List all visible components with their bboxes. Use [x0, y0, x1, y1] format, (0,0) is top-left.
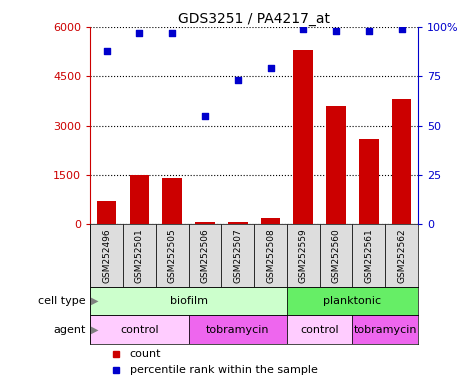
Text: tobramycin: tobramycin [353, 324, 417, 334]
Bar [90, 286, 287, 315]
Bar [97, 201, 116, 224]
Text: GSM252501: GSM252501 [135, 228, 144, 283]
Bar [294, 50, 313, 224]
Text: GSM252507: GSM252507 [233, 228, 242, 283]
Bar [221, 224, 254, 286]
Point [168, 30, 176, 36]
Text: biofilm: biofilm [170, 296, 208, 306]
Point [299, 26, 307, 32]
Text: GSM252560: GSM252560 [332, 228, 341, 283]
Bar [287, 286, 418, 315]
Bar [90, 224, 123, 286]
Text: GSM252562: GSM252562 [397, 228, 406, 283]
Bar [228, 222, 247, 224]
Text: ▶: ▶ [91, 324, 99, 334]
Bar [162, 178, 182, 224]
Bar [359, 139, 379, 224]
Text: tobramycin: tobramycin [206, 324, 269, 334]
Text: ▶: ▶ [91, 296, 99, 306]
Text: control: control [300, 324, 339, 334]
Point [136, 30, 143, 36]
Bar [123, 224, 156, 286]
Bar [156, 224, 189, 286]
Bar [326, 106, 346, 224]
Bar [189, 224, 221, 286]
Point [267, 65, 275, 71]
Bar [261, 218, 280, 224]
Text: agent: agent [53, 324, 86, 334]
Text: GSM252559: GSM252559 [299, 228, 308, 283]
Title: GDS3251 / PA4217_at: GDS3251 / PA4217_at [178, 12, 330, 26]
Bar [195, 222, 215, 224]
Bar [90, 315, 189, 344]
Text: GSM252508: GSM252508 [266, 228, 275, 283]
Text: control: control [120, 324, 159, 334]
Bar [287, 224, 320, 286]
Text: percentile rank within the sample: percentile rank within the sample [130, 365, 317, 375]
Text: cell type: cell type [38, 296, 86, 306]
Bar [189, 315, 287, 344]
Text: planktonic: planktonic [323, 296, 381, 306]
Text: GSM252561: GSM252561 [364, 228, 373, 283]
Bar [130, 175, 149, 224]
Point [234, 77, 242, 83]
Point [103, 48, 110, 54]
Bar [320, 224, 352, 286]
Text: GSM252496: GSM252496 [102, 228, 111, 283]
Point [201, 113, 209, 119]
Bar [254, 224, 287, 286]
Point [332, 28, 340, 34]
Bar [352, 224, 385, 286]
Point [365, 28, 372, 34]
Bar [352, 315, 418, 344]
Text: GSM252506: GSM252506 [200, 228, 209, 283]
Bar [392, 99, 411, 224]
Bar [287, 315, 352, 344]
Text: GSM252505: GSM252505 [168, 228, 177, 283]
Point [398, 26, 405, 32]
Bar [385, 224, 418, 286]
Text: count: count [130, 349, 161, 359]
